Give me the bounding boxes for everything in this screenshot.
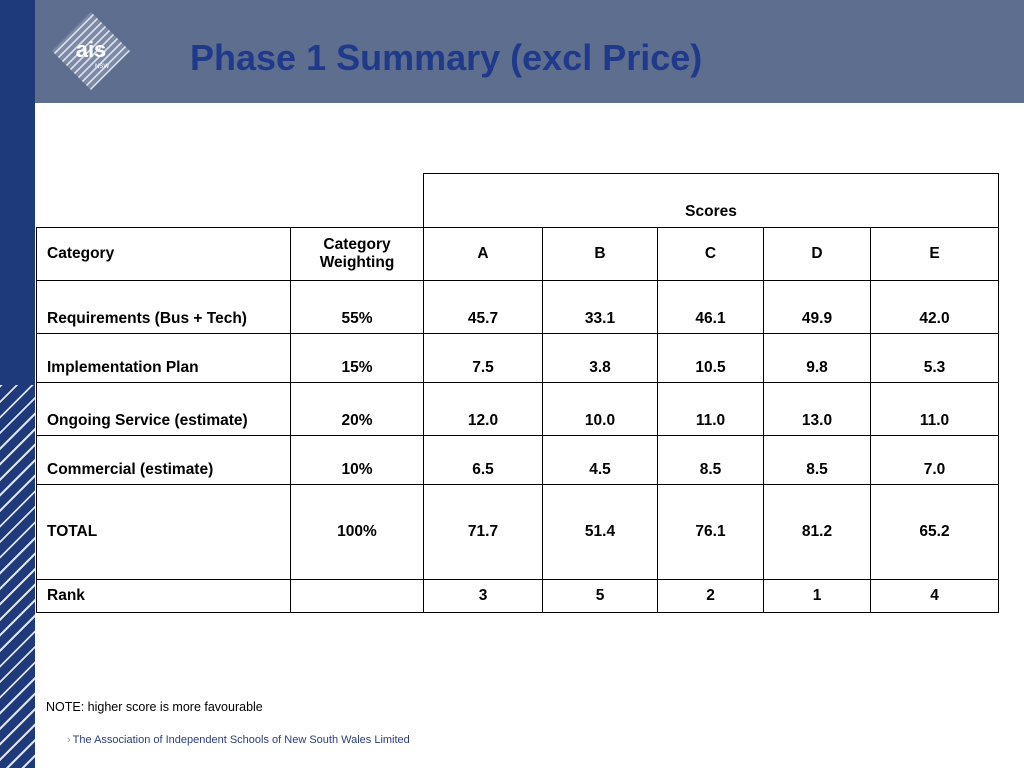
rank-cell: 1 xyxy=(763,579,871,613)
rank-cell: 2 xyxy=(657,579,764,613)
score-cell: 10.5 xyxy=(657,333,764,383)
score-cell: 8.5 xyxy=(763,435,871,485)
scores-group-header: Scores xyxy=(423,173,999,228)
rank-cell: 4 xyxy=(870,579,999,613)
score-cell: 4.5 xyxy=(542,435,658,485)
footer-chevron-icon: › xyxy=(67,734,71,746)
total-cell: 76.1 xyxy=(657,484,764,580)
weighting-cell: 100% xyxy=(290,484,424,580)
table-corner-blank xyxy=(36,173,424,228)
column-header-b: B xyxy=(542,227,658,281)
phase-summary-table: Scores Category Category Weighting A B C… xyxy=(36,173,999,613)
table-row: Implementation Plan 15% 7.5 3.8 10.5 9.8… xyxy=(36,333,999,383)
score-cell: 8.5 xyxy=(657,435,764,485)
score-cell: 42.0 xyxy=(870,280,999,334)
score-cell: 11.0 xyxy=(870,382,999,436)
score-cell: 3.8 xyxy=(542,333,658,383)
weighting-cell: 10% xyxy=(290,435,424,485)
header-band xyxy=(35,0,1024,103)
row-label: Rank xyxy=(36,579,291,613)
ais-logo: ais NSW xyxy=(50,10,132,92)
total-cell: 71.7 xyxy=(423,484,543,580)
score-cell: 5.3 xyxy=(870,333,999,383)
weighting-cell xyxy=(290,579,424,613)
hatch-pattern xyxy=(0,385,35,768)
score-cell: 7.5 xyxy=(423,333,543,383)
row-label: Commercial (estimate) xyxy=(36,435,291,485)
column-header-d: D xyxy=(763,227,871,281)
table-group-header-row: Scores xyxy=(36,173,999,228)
weighting-cell: 15% xyxy=(290,333,424,383)
score-cell: 13.0 xyxy=(763,382,871,436)
column-header-a: A xyxy=(423,227,543,281)
score-cell: 46.1 xyxy=(657,280,764,334)
weighting-cell: 20% xyxy=(290,382,424,436)
score-cell: 11.0 xyxy=(657,382,764,436)
svg-text:ais: ais xyxy=(76,37,107,62)
score-cell: 6.5 xyxy=(423,435,543,485)
table-row: Requirements (Bus + Tech) 55% 45.7 33.1 … xyxy=(36,280,999,334)
table-row: Ongoing Service (estimate) 20% 12.0 10.0… xyxy=(36,382,999,436)
column-header-weighting: Category Weighting xyxy=(290,227,424,281)
score-cell: 9.8 xyxy=(763,333,871,383)
column-header-e: E xyxy=(870,227,999,281)
row-label: TOTAL xyxy=(36,484,291,580)
score-cell: 49.9 xyxy=(763,280,871,334)
score-cell: 45.7 xyxy=(423,280,543,334)
total-cell: 65.2 xyxy=(870,484,999,580)
footer-organisation-text: The Association of Independent Schools o… xyxy=(72,734,410,746)
total-cell: 81.2 xyxy=(763,484,871,580)
table-row: Commercial (estimate) 10% 6.5 4.5 8.5 8.… xyxy=(36,435,999,485)
table-header-row: Category Category Weighting A B C D E xyxy=(36,227,999,281)
left-decorative-strip xyxy=(0,0,35,768)
column-header-category: Category xyxy=(36,227,291,281)
svg-text:NSW: NSW xyxy=(95,64,109,70)
column-header-c: C xyxy=(657,227,764,281)
page-title: Phase 1 Summary (excl Price) xyxy=(190,37,703,78)
footer-organisation: › The Association of Independent Schools … xyxy=(67,734,410,746)
score-cell: 7.0 xyxy=(870,435,999,485)
rank-cell: 5 xyxy=(542,579,658,613)
total-cell: 51.4 xyxy=(542,484,658,580)
row-label: Requirements (Bus + Tech) xyxy=(36,280,291,334)
footnote: NOTE: higher score is more favourable xyxy=(46,700,263,714)
table-row-total: TOTAL 100% 71.7 51.4 76.1 81.2 65.2 xyxy=(36,484,999,580)
score-cell: 12.0 xyxy=(423,382,543,436)
row-label: Ongoing Service (estimate) xyxy=(36,382,291,436)
row-label: Implementation Plan xyxy=(36,333,291,383)
weighting-cell: 55% xyxy=(290,280,424,334)
table-row-rank: Rank 3 5 2 1 4 xyxy=(36,579,999,613)
score-cell: 10.0 xyxy=(542,382,658,436)
score-cell: 33.1 xyxy=(542,280,658,334)
rank-cell: 3 xyxy=(423,579,543,613)
